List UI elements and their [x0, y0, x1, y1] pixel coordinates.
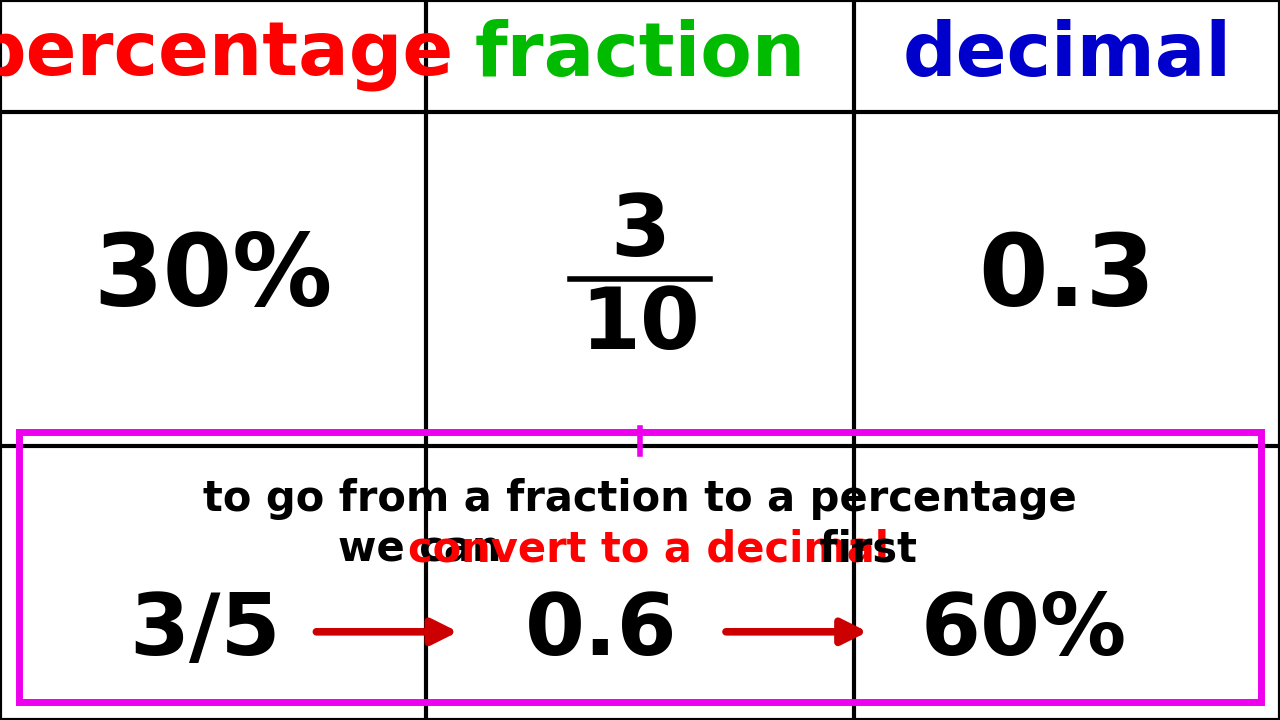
- Text: decimal: decimal: [902, 19, 1231, 92]
- Text: fraction: fraction: [475, 19, 805, 92]
- Text: convert to a decimal: convert to a decimal: [408, 528, 888, 570]
- Text: 0.6: 0.6: [525, 590, 678, 673]
- Text: 3/5: 3/5: [129, 590, 280, 673]
- Text: 0.3: 0.3: [978, 230, 1156, 328]
- Text: 30%: 30%: [93, 230, 333, 328]
- Text: 3: 3: [611, 191, 669, 274]
- Text: we can: we can: [338, 528, 516, 570]
- Text: first: first: [805, 528, 918, 570]
- Text: percentage: percentage: [0, 19, 453, 92]
- Text: 10: 10: [580, 284, 700, 367]
- Text: to go from a fraction to a percentage: to go from a fraction to a percentage: [204, 477, 1076, 520]
- Bar: [19, 432, 1261, 702]
- Text: 60%: 60%: [920, 590, 1128, 673]
